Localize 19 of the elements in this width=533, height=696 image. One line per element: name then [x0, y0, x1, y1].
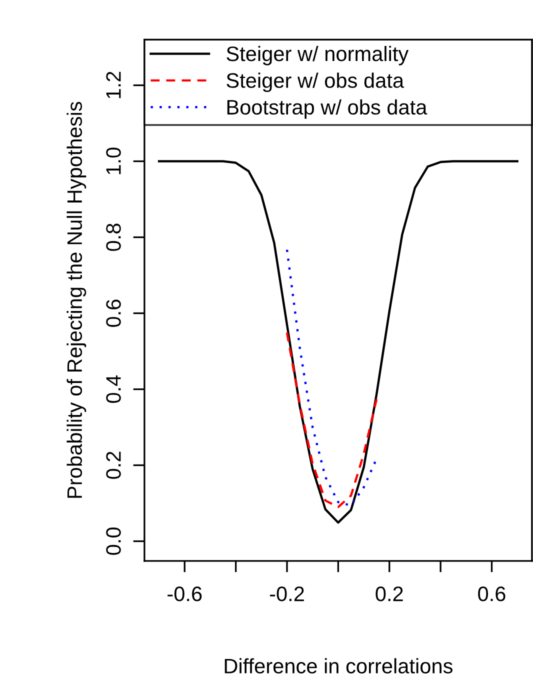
- x-tick-label: -0.2: [270, 586, 304, 602]
- x-tick-label: 0.2: [376, 586, 403, 602]
- y-tick-label: 0.4: [106, 375, 121, 403]
- y-tick-label: 1.2: [106, 72, 121, 98]
- y-tick-label: 0.0: [106, 528, 121, 555]
- line-series: [286, 248, 378, 507]
- y-tick-label: 0.6: [106, 300, 121, 327]
- x-axis-title: Difference in correlations: [224, 658, 452, 674]
- y-tick-label: 1.0: [106, 148, 121, 174]
- y-tick-label: 0.2: [106, 452, 121, 479]
- legend-label: Steiger w/ normality: [226, 46, 409, 66]
- legend-label: Bootstrap w/ obs data: [227, 99, 428, 119]
- legend-label: Steiger w/ obs data: [226, 72, 404, 92]
- x-tick-label: 0.6: [478, 586, 506, 602]
- y-tick-label: 0.8: [106, 224, 121, 251]
- line-series: [286, 332, 378, 508]
- y-axis-title: Probability of Rejecting the Null Hypothesis: [66, 102, 86, 498]
- x-tick-label: -0.6: [168, 586, 202, 602]
- line-series: [158, 160, 518, 524]
